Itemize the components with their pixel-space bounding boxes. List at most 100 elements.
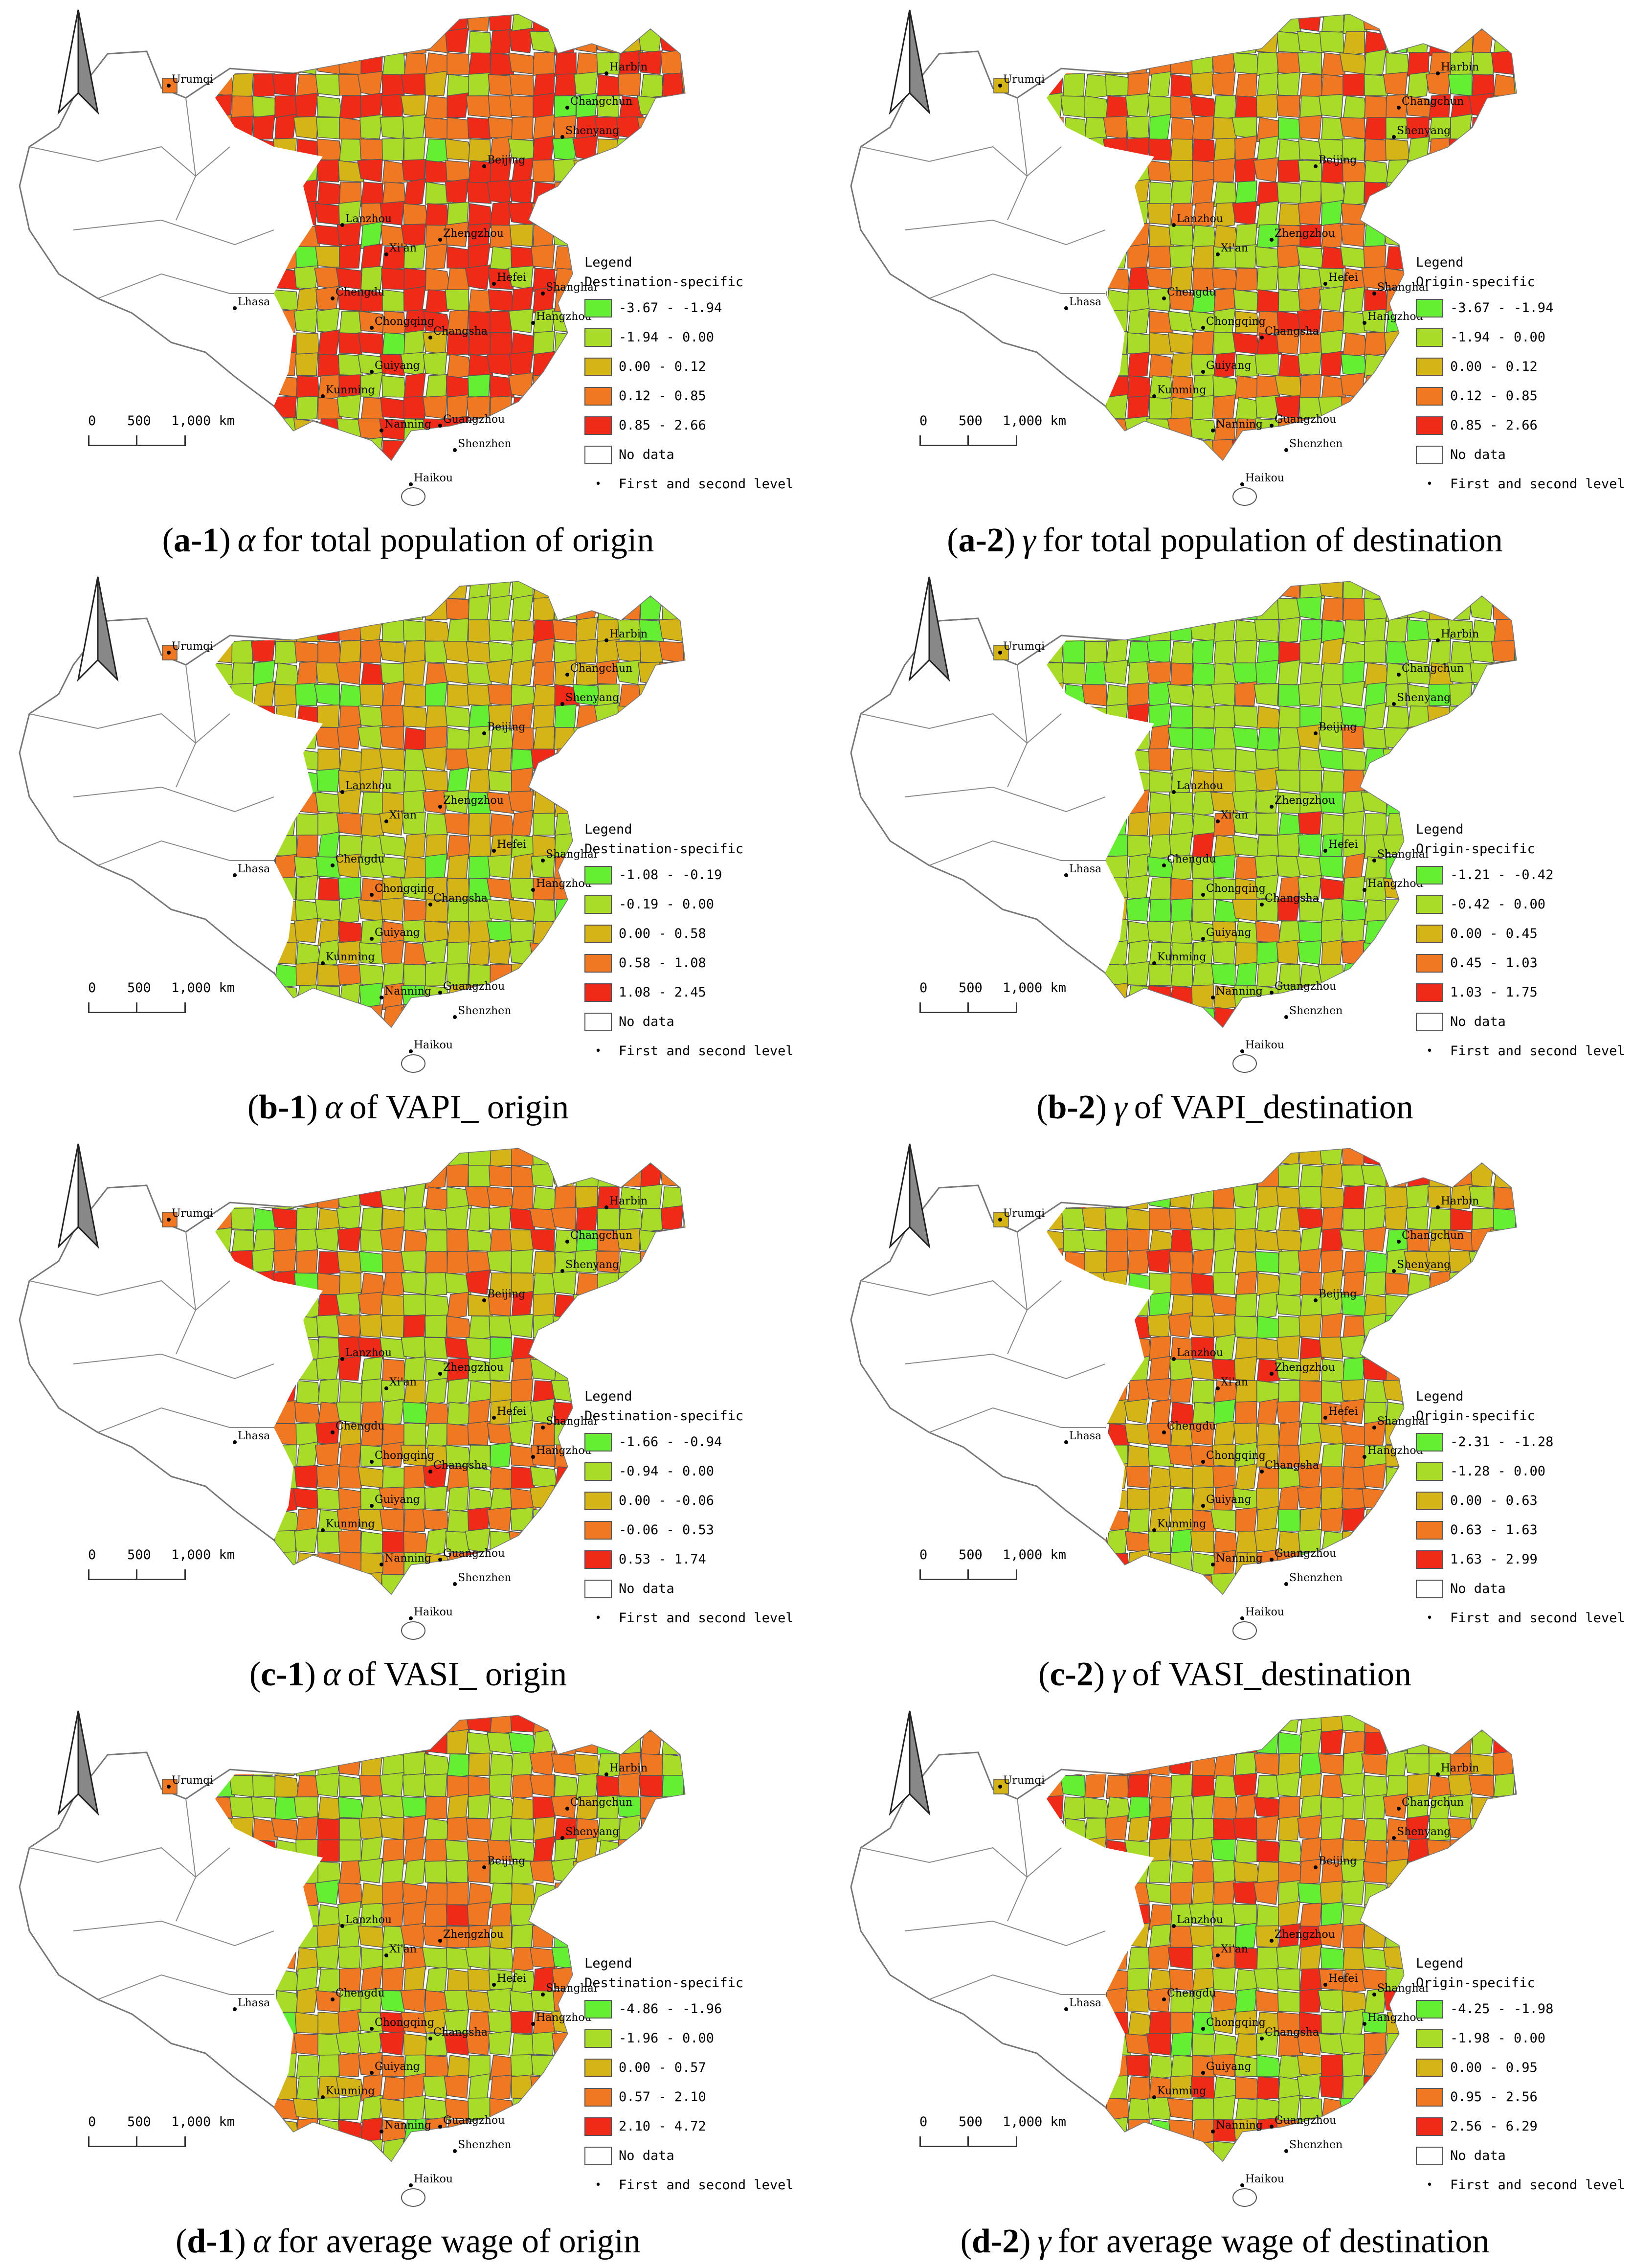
prefecture-cell <box>1386 705 1410 731</box>
prefecture-cell <box>1493 598 1516 620</box>
prefecture-cell <box>1297 1486 1322 1510</box>
legend-subtitle: Destination-specific <box>584 841 744 857</box>
prefecture-cell <box>1232 1881 1257 1905</box>
prefecture-cell <box>1255 812 1279 836</box>
prefecture-cell <box>662 159 684 183</box>
prefecture-cell <box>659 767 684 793</box>
prefecture-cell <box>619 1336 641 1363</box>
legend-class: 0.12 - 0.85 <box>584 382 794 411</box>
prefecture-cell <box>638 770 663 793</box>
city-point <box>482 164 486 168</box>
prefecture-cell <box>1192 598 1216 621</box>
prefecture-cell <box>1255 395 1279 419</box>
prefecture-cell <box>1106 1165 1130 1190</box>
city-label: Urumqi <box>1003 73 1045 86</box>
legend-city-point-label: First and second level <box>1450 476 1625 492</box>
prefecture-cell <box>681 1732 685 1754</box>
prefecture-cell <box>1105 394 1128 419</box>
city-label: Chongqing <box>1206 883 1266 895</box>
prefecture-cell <box>296 1029 320 1052</box>
legend-swatch <box>1416 983 1443 1002</box>
prefecture-cell <box>511 1947 534 1973</box>
legend-swatch <box>1416 2029 1443 2048</box>
prefecture-cell <box>446 1164 469 1187</box>
prefecture-cell <box>1192 115 1214 142</box>
prefecture-cell <box>683 1753 685 1777</box>
prefecture-cell <box>1146 661 1171 685</box>
prefecture-cell <box>1235 856 1258 881</box>
prefecture-cell <box>1383 1793 1408 1819</box>
prefecture-cell <box>511 985 534 1010</box>
prefecture-cell <box>425 268 451 291</box>
prefecture-cell <box>1235 1969 1260 1994</box>
prefecture-cell <box>487 180 512 204</box>
city-point <box>428 1470 432 1474</box>
city-point <box>167 84 171 88</box>
city-point <box>1201 2071 1205 2075</box>
prefecture-cell <box>1450 1149 1473 1167</box>
prefecture-cell <box>510 2011 534 2034</box>
prefecture-cell <box>379 748 405 771</box>
prefecture-cell <box>490 29 512 56</box>
prefecture-cell <box>1493 1251 1516 1276</box>
prefecture-cell <box>1192 639 1214 664</box>
prefecture-cell <box>1254 1251 1280 1273</box>
legend-swatch <box>1416 1013 1443 1031</box>
prefecture-cell <box>490 2163 514 2185</box>
prefecture-cell <box>1364 1775 1388 1798</box>
prefecture-cell <box>317 181 343 205</box>
prefecture-cell <box>1170 1818 1193 1842</box>
prefecture-cell <box>1192 138 1216 163</box>
prefecture-cell <box>425 1795 447 1820</box>
prefecture-cell <box>1275 582 1300 599</box>
prefecture-cell <box>1275 1149 1300 1166</box>
prefecture-cell <box>360 1004 383 1027</box>
legend-class: 0.45 - 1.03 <box>1416 949 1625 978</box>
prefecture-cell <box>597 788 620 816</box>
prefecture-cell <box>295 1422 318 1446</box>
prefecture-cell <box>1192 1595 1214 1618</box>
legend-title: Legend <box>584 1389 632 1404</box>
city-label: Xi'an <box>1221 1376 1248 1388</box>
prefecture-cell <box>1386 438 1408 460</box>
city-label: Nanning <box>384 985 431 998</box>
choropleth-map: UrumqiHarbinChangchunShenyangBeijingLanz… <box>850 1710 1517 2207</box>
prefecture-cell <box>1192 268 1215 292</box>
prefecture-cell <box>659 661 684 685</box>
city-point <box>438 238 442 242</box>
prefecture-cell <box>1149 1775 1173 1800</box>
city-label: Lhasa <box>238 1997 270 2009</box>
prefecture-cell <box>683 1814 685 1842</box>
prefecture-cell <box>1062 459 1085 460</box>
prefecture-cell <box>1449 682 1473 706</box>
prefecture-cell <box>616 1796 641 1819</box>
prefecture-cell <box>443 790 469 814</box>
prefecture-cell <box>1407 792 1430 817</box>
prefecture-cell <box>339 1552 362 1576</box>
prefecture-cell <box>360 1751 383 1778</box>
city-point <box>1284 1582 1288 1586</box>
prefecture-cell <box>552 1574 577 1594</box>
prefecture-cell <box>1364 223 1387 249</box>
prefecture-cell <box>314 899 341 922</box>
prefecture-cell <box>1319 31 1344 53</box>
prefecture-cell <box>1364 203 1387 227</box>
city-point <box>409 1616 413 1620</box>
prefecture-cell <box>1149 1485 1171 1511</box>
prefecture-cell <box>1512 1250 1516 1273</box>
prefecture-cell <box>296 375 320 399</box>
prefecture-cell <box>1278 1315 1302 1338</box>
prefecture-cell <box>403 244 426 270</box>
prefecture-cell <box>274 964 299 988</box>
city-label: Zhengzhou <box>1275 227 1335 240</box>
prefecture-cell <box>1297 31 1325 53</box>
prefecture-cell <box>296 2139 318 2161</box>
prefecture-cell <box>317 878 341 902</box>
city-label: Changsha <box>1265 325 1319 338</box>
prefecture-cell <box>447 309 469 337</box>
city-label: Changsha <box>433 892 488 905</box>
city-point <box>1201 326 1205 330</box>
city-label: Zhengzhou <box>443 794 504 807</box>
prefecture-cell <box>1190 1531 1214 1553</box>
prefecture-cell <box>510 2054 534 2077</box>
